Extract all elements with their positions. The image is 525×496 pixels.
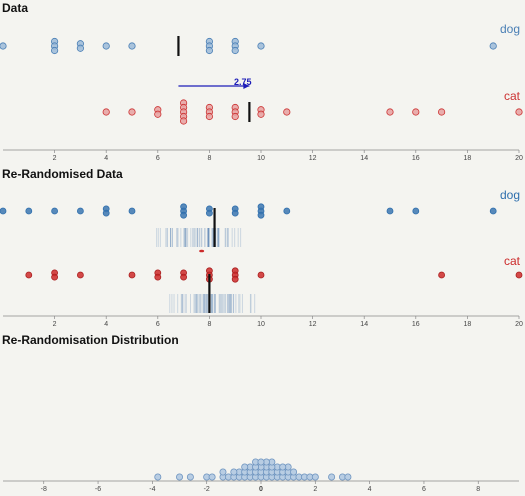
data-cat-point xyxy=(257,110,265,118)
rerand-cat-point xyxy=(257,271,265,279)
data-dog-point xyxy=(128,42,136,50)
rerand-cat-point xyxy=(25,271,33,279)
data-dog-point xyxy=(102,42,110,50)
rerand-cat-point xyxy=(515,271,523,279)
data-cat-point xyxy=(102,108,110,116)
chart-marks: 2 4 6 8 10 12 14 16 18 202 4 6 8 10 12 14 16 18 20-8 -6 -4 -2… xyxy=(0,36,523,493)
rerand-dog-point xyxy=(180,211,188,219)
rerand-diff-marker xyxy=(199,249,205,253)
data-dog-point xyxy=(0,42,7,50)
data-tick-label: 8 xyxy=(207,155,211,162)
rerand-cat-point xyxy=(128,271,136,279)
data-section-title: Data xyxy=(2,1,28,15)
data-cat-point xyxy=(205,112,213,121)
rerand-tick-label: 12 xyxy=(309,321,317,328)
rerand-dog-point xyxy=(283,207,291,215)
rerand-dog-point xyxy=(51,207,58,215)
rerand-tick-label: 8 xyxy=(207,321,211,328)
data-dog-point xyxy=(231,46,239,55)
rerand-dog-point xyxy=(128,207,136,215)
rerand-dog-point xyxy=(257,211,265,219)
data-dog-point xyxy=(205,46,213,55)
rerand-cat-label: cat xyxy=(504,254,521,268)
distribution-point xyxy=(176,473,184,481)
data-cat-point xyxy=(283,108,291,116)
distribution-point xyxy=(328,473,336,481)
distribution-tick-label: 6 xyxy=(422,486,426,493)
distribution-point xyxy=(230,468,238,476)
data-cat-point xyxy=(515,108,523,116)
rerand-dog-point xyxy=(25,207,33,215)
distribution-point xyxy=(311,473,319,481)
distribution-tick-label: -4 xyxy=(149,486,155,493)
data-cat-label: cat xyxy=(504,89,521,103)
data-tick-label: 10 xyxy=(257,155,265,162)
rerand-tick-label: 4 xyxy=(104,321,108,328)
distribution-point xyxy=(241,463,249,471)
distribution-point xyxy=(154,473,162,481)
rerand-dog-point xyxy=(489,207,497,215)
rerand-cat-point xyxy=(154,273,162,281)
data-tick-label: 18 xyxy=(464,155,472,162)
difference-arrow-head xyxy=(243,83,250,89)
rerand-cat-point xyxy=(77,271,84,279)
data-cat-point xyxy=(180,117,188,125)
distribution-point xyxy=(208,473,216,481)
data-dog-point xyxy=(76,44,85,52)
data-cat-point xyxy=(154,110,162,118)
rerandomised-section-title: Re-Randomised Data xyxy=(2,167,123,181)
rerand-cat-point xyxy=(231,275,239,283)
difference-label: 2.75 xyxy=(234,77,252,87)
rerand-tick-label: 2 xyxy=(53,321,57,328)
distribution-point xyxy=(344,473,352,481)
rerand-dog-point xyxy=(386,207,394,215)
rerand-tick-label: 20 xyxy=(515,321,523,328)
data-tick-label: 20 xyxy=(515,155,523,162)
distribution-tick-label: -6 xyxy=(95,486,101,493)
distribution-point xyxy=(219,468,227,476)
data-tick-label: 14 xyxy=(360,155,368,162)
rerand-cat-point xyxy=(51,273,58,281)
data-cat-point xyxy=(231,112,239,121)
rerand-tick-label: 16 xyxy=(412,321,420,328)
data-dog-point xyxy=(50,46,59,55)
data-tick-label: 12 xyxy=(309,155,317,162)
distribution-tick-label: -8 xyxy=(41,486,47,493)
rerand-dog-point xyxy=(102,209,110,217)
data-dog-label: dog xyxy=(500,22,520,36)
rerand-dog-point xyxy=(231,209,239,217)
data-dog-point xyxy=(489,42,497,50)
distribution-point xyxy=(186,473,194,481)
data-dog-point xyxy=(257,42,265,50)
distribution-tick-label: 8 xyxy=(476,486,480,493)
rerand-tick-label: 18 xyxy=(464,321,472,328)
rerand-dog-point xyxy=(77,207,84,215)
rerand-dog-point xyxy=(412,207,420,215)
data-cat-point xyxy=(386,108,394,116)
rerand-dog-label: dog xyxy=(500,188,520,202)
data-tick-label: 16 xyxy=(412,155,420,162)
distribution-point xyxy=(257,458,265,466)
data-tick-label: 4 xyxy=(104,155,108,162)
rerand-dog-point xyxy=(205,209,213,217)
distribution-point xyxy=(290,468,298,476)
rerand-tick-label: 10 xyxy=(257,321,265,328)
distribution-tick-label: 0 xyxy=(259,486,263,493)
rerand-tick-label: 6 xyxy=(156,321,160,328)
data-cat-point xyxy=(437,108,446,116)
data-tick-label: 6 xyxy=(156,155,160,162)
data-cat-point xyxy=(412,108,420,116)
data-tick-label: 2 xyxy=(53,155,57,162)
rerand-tick-label: 14 xyxy=(360,321,368,328)
rerand-dog-point xyxy=(0,207,7,215)
rerand-cat-point xyxy=(180,273,188,281)
distribution-section-title: Re-Randomisation Distribution xyxy=(2,333,179,347)
distribution-tick-label: 2 xyxy=(313,486,317,493)
rerand-cat-point xyxy=(438,271,446,279)
distribution-tick-label: 4 xyxy=(368,486,372,493)
distribution-point xyxy=(279,463,287,471)
data-cat-point xyxy=(128,108,136,116)
distribution-tick-label: -2 xyxy=(204,486,210,493)
